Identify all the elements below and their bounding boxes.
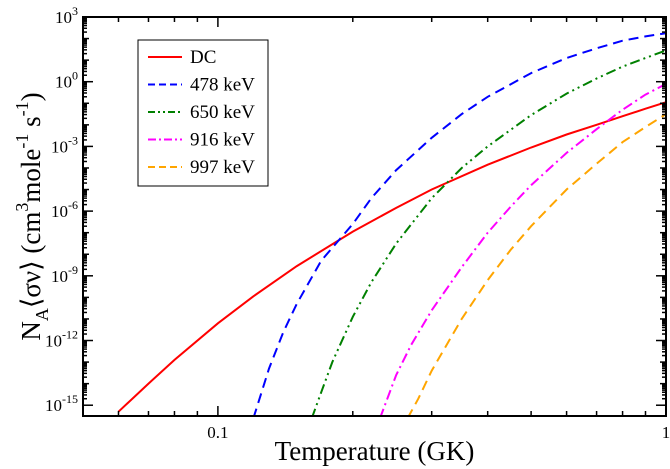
- y-tick-label-exp: -15: [62, 392, 78, 406]
- y-tick-label-base: 10: [55, 73, 72, 92]
- y-tick-label-0: 103: [55, 4, 78, 27]
- x-axis-title: Temperature (GK): [275, 436, 475, 466]
- y-tick-label-base: 10: [45, 396, 62, 415]
- y-tick-label-5: 10-12: [45, 328, 78, 351]
- series-line-1: [253, 32, 666, 416]
- legend: DC 478 keV 650 keV 916 keV 997 keV: [137, 39, 269, 187]
- legend-label-4: 997 keV: [190, 157, 255, 178]
- y-tick-label-1: 100: [55, 69, 78, 92]
- y-axis-title-sub: A: [32, 308, 52, 321]
- legend-label-2: 650 keV: [190, 102, 255, 123]
- y-tick-label-exp: -12: [62, 328, 78, 342]
- y-tick-label-base: 10: [45, 332, 62, 351]
- y-axis-title-end2: ): [16, 92, 46, 101]
- series-line-2: [311, 49, 666, 416]
- y-tick-label-exp: -6: [68, 198, 78, 212]
- series-line-4: [407, 113, 666, 416]
- y-axis-title-sup2: -1: [12, 134, 32, 149]
- y-tick-label-exp: -9: [68, 263, 78, 277]
- y-axis-title-bracket: ⟨σν⟩ (cm: [16, 212, 46, 309]
- y-tick-label-6: 10-15: [45, 392, 78, 415]
- series-group: [117, 32, 666, 416]
- y-tick-label-2: 10-3: [51, 133, 78, 156]
- y-axis-title-main: N: [16, 321, 46, 341]
- y-tick-label-base: 10: [55, 8, 72, 27]
- y-tick-label-base: 10: [51, 202, 68, 221]
- legend-label-1: 478 keV: [190, 75, 255, 96]
- y-tick-label-exp: 3: [72, 4, 78, 18]
- y-tick-label-base: 10: [51, 137, 68, 156]
- y-tick-label-base: 10: [51, 267, 68, 286]
- y-tick-label-3: 10-6: [51, 198, 78, 221]
- x-tick-label-0: 0.1: [207, 423, 228, 442]
- y-tick-label-4: 10-9: [51, 263, 78, 286]
- axis-ticks: [82, 16, 667, 416]
- y-axis-title: NA⟨σν⟩ (cm3mole-1 s-1): [12, 92, 52, 340]
- legend-label-3: 916 keV: [190, 130, 255, 151]
- legend-label-0: DC: [190, 47, 216, 68]
- y-axis-title-mid: mole: [16, 149, 46, 203]
- x-tick-label-1: 1: [662, 423, 670, 442]
- y-axis-title-sup3: -1: [12, 101, 32, 116]
- y-axis-title-end1: s: [16, 116, 46, 133]
- y-tick-label-exp: 0: [72, 69, 78, 83]
- y-axis-title-sup1: 3: [12, 203, 32, 212]
- y-tick-label-exp: -3: [68, 133, 78, 147]
